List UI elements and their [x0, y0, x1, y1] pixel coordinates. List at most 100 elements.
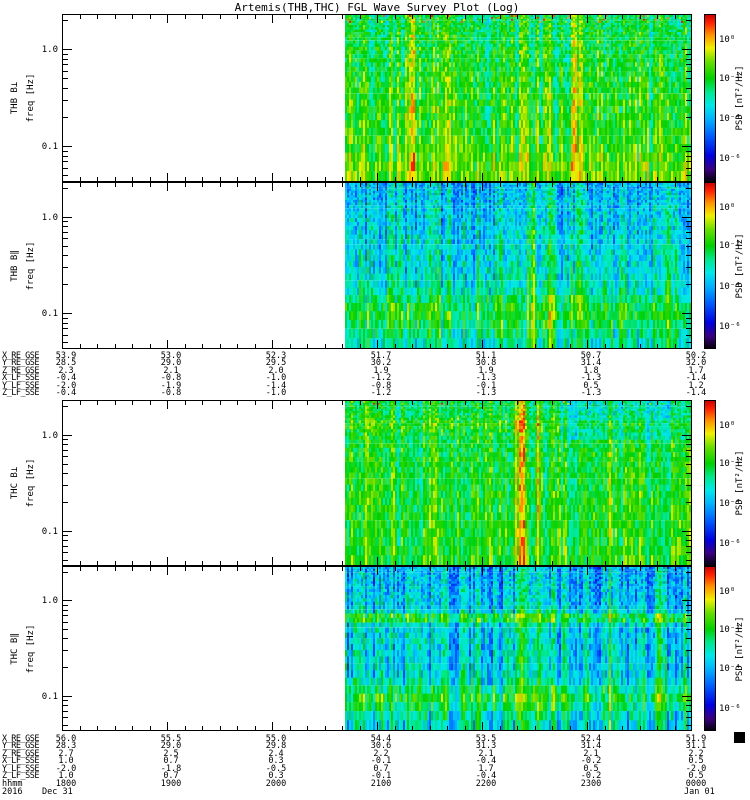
ephemeris-value-thb-1-6: 32.0 — [685, 358, 707, 368]
ephemeris-value-thc-3-6: 0.5 — [688, 756, 704, 766]
ephemeris-value-thc-0-4: 53.5 — [475, 734, 497, 744]
colorbar-title-thc-bpar: PSD [nT²/Hz] — [733, 566, 747, 731]
date-label-start: Dec 31 — [42, 787, 73, 797]
ephemeris-row-label-thb-X_RE_GSE: X_RE_GSE — [2, 351, 39, 361]
colorbar-title-thb-bperp: PSD [nT²/Hz] — [733, 14, 747, 182]
ephemeris-value-thc-2-2: 2.4 — [268, 749, 284, 759]
colorbar-title-text: PSD [nT²/Hz] — [735, 615, 745, 682]
ephemeris-value-thc-1-1: 29.0 — [160, 741, 182, 751]
colorbar-tick-label-0: 10⁰ — [719, 203, 736, 213]
ephemeris-value-thb-3-6: -1.4 — [685, 373, 707, 383]
freq-axis-label-text: freq [Hz] — [25, 458, 36, 508]
panel-label-thc-bperp: THC B⊥ — [8, 400, 21, 566]
plot-title: Artemis(THB,THC) FGL Wave Survey Plot (L… — [234, 1, 520, 14]
colorbar-thb-bperp — [704, 14, 716, 182]
freq-tick-label-0.1: 0.1 — [41, 142, 58, 152]
ephemeris-value-thb-5-0: -0.4 — [55, 388, 77, 398]
ephemeris-value-thc-1-4: 31.3 — [475, 741, 497, 751]
ephemeris-value-thb-3-0: -0.4 — [55, 373, 77, 383]
ephemeris-row-label-thb-Z_RE_GSE: Z_RE_GSE — [2, 366, 39, 376]
colorbar-tick-label-3: 10⁻⁶ — [719, 322, 741, 332]
ephemeris-row-label-thc-Y_LF_SSE: Y_LF_SSE — [2, 764, 39, 774]
ephemeris-value-thb-3-2: -1.0 — [265, 373, 287, 383]
ephemeris-value-thb-1-4: 30.8 — [475, 358, 497, 368]
ephemeris-value-thb-3-1: -0.8 — [160, 373, 182, 383]
colorbar-tick-label-2: 10⁻⁴ — [719, 282, 741, 292]
ephemeris-value-thc-4-1: -1.8 — [160, 764, 182, 774]
colorbar-tick-label-1: 10⁻² — [719, 459, 741, 469]
ephemeris-value-thb-5-6: -1.4 — [685, 388, 707, 398]
colorbar-tick-label-0: 10⁰ — [719, 587, 736, 597]
freq-axis-label-thc-bpar: freq [Hz] — [24, 566, 37, 731]
ephemeris-value-thb-1-2: 29.5 — [265, 358, 287, 368]
ephemeris-value-thc-0-5: 52.4 — [580, 734, 602, 744]
panel-label-thb-bperp: THB B⊥ — [8, 14, 21, 182]
ephemeris-value-thc-5-3: -0.1 — [370, 771, 392, 781]
ephemeris-value-thb-3-4: -1.3 — [475, 373, 497, 383]
ephemeris-value-thb-0-0: 53.9 — [55, 351, 77, 361]
freq-axis-label-thb-bpar: freq [Hz] — [24, 182, 37, 349]
hhmm-label: hhmm — [2, 779, 23, 789]
time-tick-label-0000: 0000 — [685, 779, 707, 789]
ephemeris-row-label-thc-Z_LF_SSE: Z_LF_SSE — [2, 771, 39, 781]
ephemeris-value-thc-1-0: 28.3 — [55, 741, 77, 751]
freq-tick-label-1.0: 1.0 — [41, 596, 58, 606]
freq-tick-label-1.0: 1.0 — [41, 213, 58, 223]
time-tick-label-2000: 2000 — [265, 779, 287, 789]
panel-label-text: THC B∥ — [9, 632, 20, 665]
freq-axis-label-thc-bperp: freq [Hz] — [24, 400, 37, 566]
ephemeris-row-label-thb-X_LF_SSE: X_LF_SSE — [2, 373, 39, 383]
freq-axis-label-text: freq [Hz] — [25, 241, 36, 290]
colorbar-title-thb-bpar: PSD [nT²/Hz] — [733, 182, 747, 349]
ephemeris-value-thc-2-0: 2.7 — [58, 749, 74, 759]
colorbar-thc-bpar — [704, 566, 716, 731]
ephemeris-value-thb-0-3: 51.7 — [370, 351, 392, 361]
freq-axis-label-text: freq [Hz] — [25, 73, 36, 123]
ephemeris-value-thb-2-2: 2.0 — [268, 366, 284, 376]
colorbar-title-text: PSD [nT²/Hz] — [735, 65, 745, 131]
spectrogram-thb-bperp — [62, 14, 692, 182]
ephemeris-value-thb-5-4: -1.3 — [475, 388, 497, 398]
ephemeris-value-thc-4-4: 1.7 — [478, 764, 494, 774]
ephemeris-row-label-thb-Y_RE_GSE: Y_RE_GSE — [2, 358, 39, 368]
ephemeris-value-thc-3-2: 0.3 — [268, 756, 284, 766]
ephemeris-value-thc-0-2: 55.0 — [265, 734, 287, 744]
ephemeris-value-thb-4-4: -0.1 — [475, 381, 497, 391]
ephemeris-value-thb-4-5: 0.5 — [583, 381, 599, 391]
ephemeris-value-thc-4-2: -0.5 — [265, 764, 287, 774]
ephemeris-value-thc-2-3: 2.2 — [373, 749, 389, 759]
spectrogram-thc-bpar — [62, 566, 692, 731]
ephemeris-row-label-thc-Z_RE_GSE: Z_RE_GSE — [2, 749, 39, 759]
time-tick-label-2200: 2200 — [475, 779, 497, 789]
ephemeris-value-thb-3-5: -1.3 — [580, 373, 602, 383]
ephemeris-row-label-thc-Y_RE_GSE: Y_RE_GSE — [2, 741, 39, 751]
ephemeris-value-thb-4-0: -2.0 — [55, 381, 77, 391]
panel-label-text: THB B∥ — [9, 249, 20, 282]
ephemeris-value-thc-5-5: -0.2 — [580, 771, 602, 781]
ephemeris-value-thb-4-1: -1.9 — [160, 381, 182, 391]
ephemeris-value-thb-1-5: 31.4 — [580, 358, 602, 368]
freq-tick-label-0.1: 0.1 — [41, 527, 58, 537]
ephemeris-value-thc-3-5: -0.2 — [580, 756, 602, 766]
ephemeris-value-thc-3-3: -0.1 — [370, 756, 392, 766]
ephemeris-value-thb-3-3: -1.2 — [370, 373, 392, 383]
ephemeris-value-thb-0-1: 53.0 — [160, 351, 182, 361]
ephemeris-value-thb-0-5: 50.7 — [580, 351, 602, 361]
ephemeris-value-thb-2-5: 1.8 — [583, 366, 599, 376]
ephemeris-value-thc-1-3: 30.6 — [370, 741, 392, 751]
ephemeris-value-thb-2-3: 1.9 — [373, 366, 389, 376]
ephemeris-value-thc-5-6: 0.5 — [688, 771, 704, 781]
ephemeris-value-thc-5-4: -0.4 — [475, 771, 497, 781]
ephemeris-value-thb-2-6: 1.7 — [688, 366, 704, 376]
ephemeris-value-thb-1-3: 30.2 — [370, 358, 392, 368]
colorbar-tick-label-3: 10⁻⁶ — [719, 154, 741, 164]
colorbar-tick-label-0: 10⁰ — [719, 421, 736, 431]
time-tick-label-2300: 2300 — [580, 779, 602, 789]
freq-axis-label-thb-bperp: freq [Hz] — [24, 14, 37, 182]
ephemeris-value-thc-2-5: 2.1 — [583, 749, 599, 759]
panel-label-text: THB B⊥ — [9, 81, 20, 115]
freq-tick-label-0.1: 0.1 — [41, 309, 58, 319]
colorbar-tick-label-1: 10⁻² — [719, 241, 741, 251]
colorbar-tick-label-1: 10⁻² — [719, 625, 741, 635]
ephemeris-value-thb-0-6: 50.2 — [685, 351, 707, 361]
